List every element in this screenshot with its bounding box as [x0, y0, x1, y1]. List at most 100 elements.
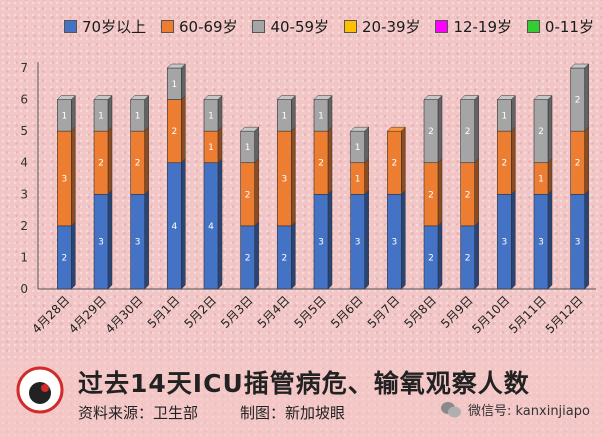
x-tick-label: 5月4日: [255, 293, 293, 331]
footer: 过去14天ICU插管病危、输氧观察人数 资料来源：卫生部 制图：新加坡眼 微信号…: [0, 358, 602, 438]
bar-side: [254, 158, 259, 227]
bar-value-label: 3: [575, 238, 581, 248]
bar-value-label: 1: [135, 111, 141, 121]
bar-value-label: 2: [245, 253, 251, 263]
bar-value-label: 1: [208, 143, 214, 153]
bar-value-label: 2: [575, 159, 581, 169]
bar-value-label: 3: [391, 238, 397, 248]
bar-value-label: 3: [538, 238, 544, 248]
bar-value-label: 2: [465, 190, 471, 200]
x-tick-label: 4月28日: [29, 293, 72, 336]
bar-value-label: 3: [318, 238, 324, 248]
bar-value-label: 1: [355, 143, 361, 153]
bar-side: [437, 94, 443, 164]
y-tick-label: 6: [20, 93, 28, 107]
bar-value-label: 1: [501, 111, 507, 121]
legend-item: 12-19岁: [435, 16, 512, 37]
bar-top: [313, 95, 333, 100]
bar-top: [203, 95, 223, 100]
bar-top: [93, 95, 113, 100]
legend-label: 40-59岁: [270, 17, 330, 36]
bar-side: [144, 189, 149, 290]
bar-side: [107, 94, 113, 132]
bar-side: [474, 221, 479, 290]
x-tick-label: 5月5日: [291, 293, 329, 331]
bar-side: [71, 221, 76, 290]
x-tick-label: 5月10日: [469, 293, 512, 336]
bar-side: [584, 126, 589, 195]
legend-item: 60-69岁: [160, 16, 238, 37]
bar-top: [460, 95, 480, 100]
x-tick-label: 5月3日: [218, 293, 256, 331]
bar-top: [350, 126, 370, 132]
bar-value-label: 2: [61, 253, 67, 263]
bar-side: [291, 126, 296, 227]
bar-side: [547, 189, 553, 290]
bar-value-label: 1: [318, 111, 324, 121]
y-tick-label: 1: [20, 250, 28, 264]
bar-side: [71, 126, 76, 227]
legend-item: 20-39岁: [343, 16, 421, 37]
bar-top: [423, 95, 443, 100]
legend-label: 12-19岁: [453, 17, 513, 36]
bar-value-label: 2: [428, 253, 434, 263]
bar-value-label: 1: [171, 80, 177, 90]
bar-top: [386, 126, 406, 132]
bar-side: [364, 189, 369, 290]
y-tick-label: 7: [20, 61, 28, 75]
bar-side: [474, 158, 479, 227]
legend-label: 70岁以上: [82, 17, 147, 36]
bar-side: [144, 94, 149, 132]
data-source-text: 资料来源：卫生部: [78, 404, 199, 422]
bar-value-label: 2: [538, 127, 544, 137]
bar-side: [547, 94, 553, 164]
bar-side: [254, 126, 259, 164]
legend-item: 40-59岁: [252, 16, 329, 37]
legend-swatch: [64, 19, 77, 33]
chart-legend: 70岁以上 60-69岁 40-59岁 20-39岁 12-19岁 0-11岁: [64, 14, 594, 38]
bar-side: [327, 94, 333, 132]
legend-label: 0-11岁: [544, 17, 594, 36]
bar-value-label: 2: [98, 159, 104, 169]
bar-side: [327, 189, 333, 290]
bar-side: [437, 221, 443, 290]
bar-side: [511, 94, 516, 132]
bar-value-label: 1: [208, 111, 214, 121]
bar-value-label: 1: [355, 175, 361, 185]
bar-side: [254, 221, 259, 290]
legend-swatch: [343, 19, 357, 33]
bar-side: [364, 126, 369, 164]
wechat-id: 微信号: kanxinjiapo: [440, 400, 590, 419]
legend-label: 60-69岁: [178, 17, 238, 36]
logo-icon: [16, 366, 64, 414]
bar-value-label: 2: [428, 127, 434, 137]
bar-value-label: 2: [318, 159, 324, 169]
bar-value-label: 2: [465, 127, 471, 137]
bar-side: [547, 158, 553, 195]
bar-value-label: 2: [135, 159, 141, 169]
bar-side: [511, 126, 516, 195]
bar-side: [584, 189, 589, 290]
bar-value-label: 4: [171, 222, 177, 232]
bar-side: [217, 126, 223, 164]
x-tick-label: 5月11日: [506, 293, 549, 336]
x-tick-label: 5月1日: [145, 293, 183, 331]
bar-top: [130, 95, 150, 100]
bar-value-label: 3: [501, 238, 507, 248]
bar-value-label: 2: [501, 159, 507, 169]
bar-value-label: 3: [61, 175, 67, 185]
bar-value-label: 2: [428, 190, 434, 200]
legend-swatch: [160, 19, 174, 33]
bar-value-label: 1: [61, 111, 67, 121]
bar-value-label: 2: [281, 253, 287, 263]
y-tick-label: 2: [20, 219, 28, 233]
y-tick-label: 3: [20, 187, 28, 201]
y-tick-label: 5: [20, 124, 28, 138]
bar-top: [166, 63, 186, 69]
bar-top: [496, 95, 516, 100]
bar-value-label: 3: [135, 238, 141, 248]
chart-title: 过去14天ICU插管病危、输氧观察人数: [78, 369, 530, 398]
x-tick-label: 4月29日: [66, 293, 109, 336]
bar-side: [107, 126, 113, 195]
x-tick-label: 5月6日: [328, 293, 366, 331]
